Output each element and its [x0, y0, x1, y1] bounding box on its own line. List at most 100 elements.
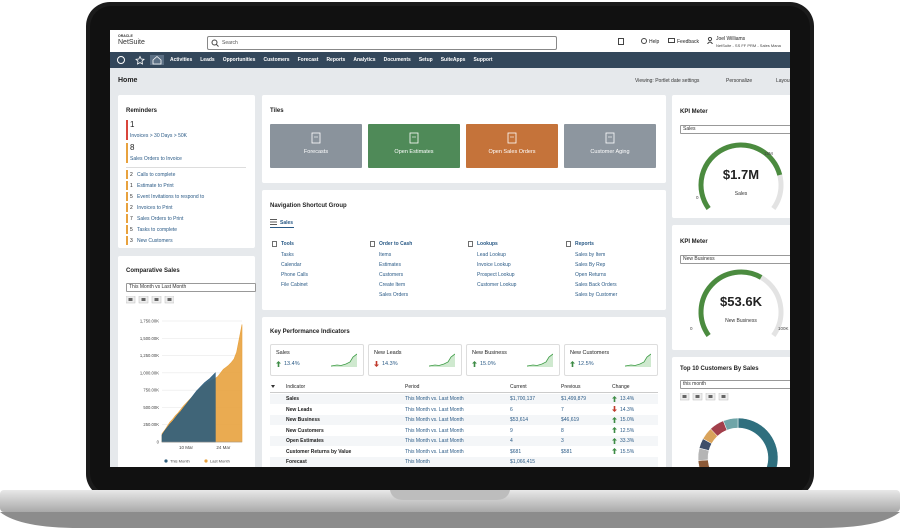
- cell-current[interactable]: 6: [510, 406, 513, 413]
- comparative-sales-panel: Comparative Sales This Month vs Last Mont…: [118, 256, 256, 467]
- cell-current[interactable]: $681: [510, 448, 522, 455]
- arrow-icon: [612, 416, 617, 423]
- shortcut-link[interactable]: Create Item: [379, 282, 406, 288]
- cell-period[interactable]: This Month vs. Last Month: [405, 448, 464, 455]
- shortcut-link[interactable]: Sales by Customer: [575, 292, 618, 298]
- cell-current[interactable]: 9: [510, 427, 513, 434]
- kpi-card[interactable]: New Business 15.0%: [466, 344, 560, 376]
- cell-current[interactable]: $53,614: [510, 417, 529, 423]
- shortcut-link[interactable]: Prospect Lookup: [477, 272, 515, 278]
- shortcut-link[interactable]: File Cabinet: [281, 282, 308, 288]
- user-name[interactable]: Joel Williams: [716, 36, 746, 42]
- card-change: 13.4%: [284, 361, 300, 367]
- nav-item[interactable]: Analytics: [353, 57, 376, 63]
- nav-item[interactable]: Documents: [383, 57, 411, 63]
- icon: [468, 241, 473, 247]
- filter-select[interactable]: this month: [680, 380, 790, 389]
- shortcut-link[interactable]: Items: [379, 252, 392, 258]
- nav-item[interactable]: Activities: [170, 57, 193, 63]
- tile[interactable]: Customer Aging: [564, 124, 656, 168]
- tile[interactable]: Open Estimates: [368, 124, 460, 168]
- feedback[interactable]: Feedback: [677, 39, 699, 45]
- card-name: New Business: [472, 350, 507, 356]
- meter-select[interactable]: New Business: [680, 255, 790, 264]
- shortcut-link[interactable]: Invoice Lookup: [477, 262, 511, 268]
- item-label[interactable]: Event Invitations to respond to: [137, 194, 205, 200]
- shortcut-link[interactable]: Phone Calls: [281, 272, 308, 278]
- shortcut-link[interactable]: Customer Lookup: [477, 282, 517, 288]
- item-label[interactable]: Estimate to Print: [137, 183, 174, 189]
- item-label[interactable]: Calls to complete: [137, 172, 176, 178]
- shortcut-link[interactable]: Sales By Rep: [575, 262, 606, 268]
- cell-current[interactable]: $1,700,137: [510, 396, 536, 402]
- shortcut-link[interactable]: Sales by Item: [575, 252, 606, 258]
- nav-item[interactable]: SuiteApps: [440, 57, 466, 63]
- nav-item[interactable]: Leads: [200, 57, 215, 63]
- shortcut-link[interactable]: Lead Lookup: [477, 252, 506, 258]
- personalize[interactable]: Personalize: [726, 78, 753, 84]
- kpi-card[interactable]: New Customers 12.5%: [564, 344, 658, 376]
- kpi-card[interactable]: Sales 13.4%: [270, 344, 364, 376]
- shortcut-link[interactable]: Calendar: [281, 262, 302, 268]
- shortcut-link[interactable]: Customers: [379, 272, 404, 278]
- item-bar: [126, 181, 128, 190]
- cell-period[interactable]: This Month: [405, 459, 430, 465]
- cell-period[interactable]: This Month vs. Last Month: [405, 396, 464, 402]
- y-tick-label: 250.00K: [143, 422, 159, 427]
- arrow-icon: [570, 361, 575, 367]
- tile[interactable]: Forecasts: [270, 124, 362, 168]
- tile[interactable]: Open Sales Orders: [466, 124, 558, 168]
- kpi-card[interactable]: New Leads 14.3%: [368, 344, 462, 376]
- nav-item[interactable]: Reports: [326, 57, 346, 63]
- row-stripe: [270, 393, 658, 404]
- cell-period[interactable]: This Month vs. Last Month: [405, 417, 464, 423]
- header-rule: [270, 392, 658, 393]
- panel-title: Comparative Sales: [126, 268, 180, 274]
- pie-slice: [737, 417, 779, 467]
- gauge-fill: [698, 142, 783, 210]
- item-label[interactable]: Invoices to Print: [137, 205, 173, 211]
- column-title[interactable]: Reports: [575, 241, 594, 247]
- layout[interactable]: Layou: [776, 78, 790, 84]
- meter-select[interactable]: Sales: [680, 125, 790, 134]
- shortcut-link[interactable]: Open Returns: [575, 272, 607, 278]
- gauge-fill: [698, 269, 763, 337]
- sparkline-area: [625, 354, 651, 367]
- arrow-icon: [612, 395, 617, 402]
- nav-item[interactable]: Customers: [263, 57, 290, 63]
- meter-value: $1.7M: [722, 167, 760, 182]
- shortcut-link[interactable]: Sales Orders: [379, 292, 409, 298]
- nav-item[interactable]: Support: [473, 57, 493, 63]
- arrow-icon: [276, 361, 281, 367]
- search-box[interactable]: Search: [207, 36, 557, 50]
- sparkline: [331, 353, 357, 367]
- nav-item[interactable]: Opportunities: [222, 57, 256, 63]
- column-title[interactable]: Lookups: [477, 241, 498, 247]
- cell-period[interactable]: This Month vs. Last Month: [405, 438, 464, 444]
- cell-period[interactable]: This Month vs. Last Month: [405, 406, 464, 413]
- column-title[interactable]: Order to Cash: [379, 241, 413, 247]
- shortcut-link[interactable]: Estimates: [379, 262, 401, 268]
- column-title[interactable]: Tools: [281, 241, 294, 247]
- cell-current[interactable]: $1,066,415: [510, 459, 536, 465]
- nav-item[interactable]: Forecast: [297, 57, 319, 63]
- highlight-label[interactable]: Invoices > 30 Days > 50K: [130, 133, 187, 139]
- icon: [618, 38, 624, 45]
- item-label[interactable]: Tasks to complete: [137, 227, 178, 233]
- nav-item[interactable]: Setup: [418, 57, 433, 63]
- row-stripe: [270, 414, 658, 425]
- viewing[interactable]: Viewing: Portlet date settings: [635, 78, 700, 84]
- item-label[interactable]: New Customers: [137, 238, 173, 244]
- item-label[interactable]: Sales Orders to Print: [137, 216, 184, 222]
- tiles-panel: Tiles Forecasts Open Estimates Open Sales O…: [262, 95, 666, 183]
- shortcut-link[interactable]: Sales Back Orders: [575, 282, 617, 288]
- shortcut-link[interactable]: Tasks: [281, 252, 294, 258]
- highlight-count: 1: [130, 120, 135, 129]
- help[interactable]: Help: [649, 39, 660, 45]
- cell-period[interactable]: This Month vs. Last Month: [405, 427, 464, 434]
- card-change: 15.0%: [480, 361, 496, 367]
- group-label[interactable]: Sales: [280, 220, 294, 226]
- filter-select[interactable]: This Month vs Last Month: [126, 283, 256, 292]
- cell-current[interactable]: 4: [510, 438, 513, 444]
- highlight-label[interactable]: Sales Orders to Invoice: [130, 156, 182, 162]
